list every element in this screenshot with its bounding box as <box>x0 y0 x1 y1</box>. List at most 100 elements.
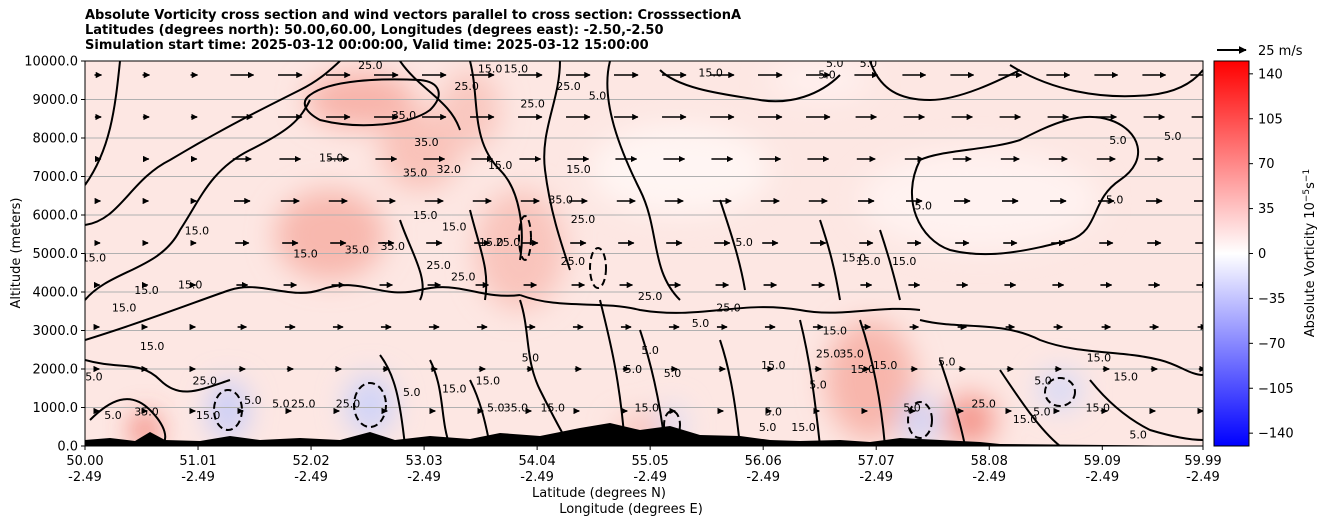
contour-label: 15.0 <box>178 278 203 291</box>
contour-label: 35.0 <box>839 348 864 361</box>
contour-label: 25.0 <box>816 348 841 361</box>
wind-vectors <box>93 71 1203 415</box>
contour-label: 35.0 <box>345 244 370 257</box>
colorbar-tick-label: −105 <box>1258 382 1294 397</box>
high-vorticity-blob <box>440 70 500 150</box>
contour-label: 15.0 <box>504 63 529 76</box>
contour-label: 5.0 <box>735 236 753 249</box>
x-tick-label-lon: -2.49 <box>1186 470 1220 485</box>
high-vorticity-blob <box>380 110 460 190</box>
colorbar-tick-label: 70 <box>1258 157 1275 172</box>
contour-line <box>85 284 521 341</box>
contour-label: 15.0 <box>185 224 210 237</box>
y-axis-label: Altitude (meters) <box>9 198 24 309</box>
colorbar-tick-label: −140 <box>1258 427 1294 442</box>
contour-label: 5.0 <box>765 405 783 418</box>
contour-line <box>859 319 886 446</box>
contour-label: 15.0 <box>488 159 513 172</box>
y-axis: 0.0 1000.0 2000.0 3000.0 4000.0 5000.0 6000.0 7… <box>24 55 85 455</box>
negative-contour <box>907 401 933 439</box>
contour-label: 15.0 <box>196 409 221 422</box>
x-tick-label-lon: -2.49 <box>972 470 1006 485</box>
contour-label: 15.0 <box>1114 371 1139 384</box>
y-tick-label: 2000.0 <box>33 363 79 378</box>
y-tick-label: 6000.0 <box>33 209 79 224</box>
colorbar-tick-label: 35 <box>1258 202 1275 217</box>
contour-label: 35.0 <box>504 402 529 415</box>
x-tick-label-lat: 51.01 <box>179 454 216 469</box>
contour-label: 5.0 <box>692 317 710 330</box>
y-tick-label: 10000.0 <box>24 55 78 70</box>
contour-label: 25.0 <box>454 80 479 93</box>
contour-line <box>1009 64 1203 98</box>
contour-label: 15.0 <box>698 67 723 80</box>
chart-title-line-1: Absolute Vorticity cross section and win… <box>85 8 742 23</box>
contour-label: 15.0 <box>1087 351 1112 364</box>
contour-label: 15.0 <box>761 359 786 372</box>
contour-line <box>85 359 231 393</box>
contour-label: 15.0 <box>823 325 848 338</box>
contour-label: 15.0 <box>566 163 591 176</box>
contour-label: 25.0 <box>571 213 596 226</box>
y-tick-label: 1000.0 <box>33 401 79 416</box>
contour-label: 15.0 <box>892 255 917 268</box>
contour-label: 5.0 <box>641 344 659 357</box>
contour-line <box>469 61 523 261</box>
contour-label: 15.0 <box>82 251 107 264</box>
contour-line <box>659 69 841 103</box>
contour-line <box>543 61 571 271</box>
contour-label: 25.0 <box>358 59 383 72</box>
contour-label: 15.0 <box>635 402 660 415</box>
y-tick-label: 4000.0 <box>33 286 79 301</box>
colorbar-ticks: 140 105 70 35 0 −35 −70 −105 −140 <box>1249 67 1294 442</box>
contour-label: 15.0 <box>541 402 566 415</box>
contour-label: 15.0 <box>442 382 467 395</box>
y-tick-label: 7000.0 <box>33 170 79 185</box>
contour-label: 5.0 <box>860 57 878 70</box>
contour-line <box>85 61 121 186</box>
x-tick-label-lat: 52.02 <box>292 454 329 469</box>
x-tick-label-lon: -2.49 <box>859 470 893 485</box>
contour-label: 15.0 <box>856 255 881 268</box>
contour-label: 15.0 <box>442 221 467 234</box>
contour-label: 5.0 <box>938 355 956 368</box>
contour-line <box>469 209 488 301</box>
contour-label: 15.0 <box>1086 402 1111 415</box>
contour-label: 15.0 <box>842 251 867 264</box>
x-tick-label-lat: 54.04 <box>519 454 556 469</box>
x-tick-label-lat: 55.05 <box>632 454 669 469</box>
contour-label: 25.0 <box>638 290 663 303</box>
contour-label: 35.0 <box>381 240 406 253</box>
low-vorticity-area <box>860 150 1100 250</box>
colorbar-label: Absolute Vorticity 10−5s−1 <box>1302 169 1318 337</box>
x-tick-label-lon: -2.49 <box>520 470 554 485</box>
contour-label: 15.0 <box>478 63 503 76</box>
negative-contour <box>353 382 387 428</box>
x-tick-label-lon: -2.49 <box>294 470 328 485</box>
contour-label: 25.0 <box>192 375 217 388</box>
contour-line <box>85 99 311 301</box>
x-axis: 50.00-2.4951.01-2.4952.02-2.4953.03-2.49… <box>66 446 1222 485</box>
colorbar-tick-label: −35 <box>1258 292 1285 307</box>
contour-line <box>819 219 841 301</box>
x-tick-label-lon: -2.49 <box>746 470 780 485</box>
contour-line <box>939 359 966 446</box>
high-vorticity-blob <box>825 320 915 440</box>
contour-line <box>799 319 821 446</box>
x-tick-label-lat: 56.06 <box>745 454 782 469</box>
contour-label: 15.0 <box>112 301 137 314</box>
y-tick-label: 9000.0 <box>33 93 79 108</box>
x-tick-label-lat: 59.09 <box>1084 454 1121 469</box>
colorbar-tick-label: 140 <box>1258 67 1283 82</box>
contour-label: 5.0 <box>1033 405 1051 418</box>
contour-label: 5.0 <box>809 378 827 391</box>
colorbar-tick-label: 105 <box>1258 112 1283 127</box>
contour-line <box>999 369 1061 446</box>
contour-label: 35.0 <box>403 167 428 180</box>
contour-label: 5.0 <box>759 421 777 434</box>
chart-title-line-3: Simulation start time: 2025-03-12 00:00:… <box>85 38 649 53</box>
contour-label: 35.0 <box>414 136 439 149</box>
negative-vorticity-blob <box>1038 370 1082 410</box>
contour-label: 35.0 <box>392 109 417 122</box>
negative-contour-lines <box>213 215 1076 440</box>
